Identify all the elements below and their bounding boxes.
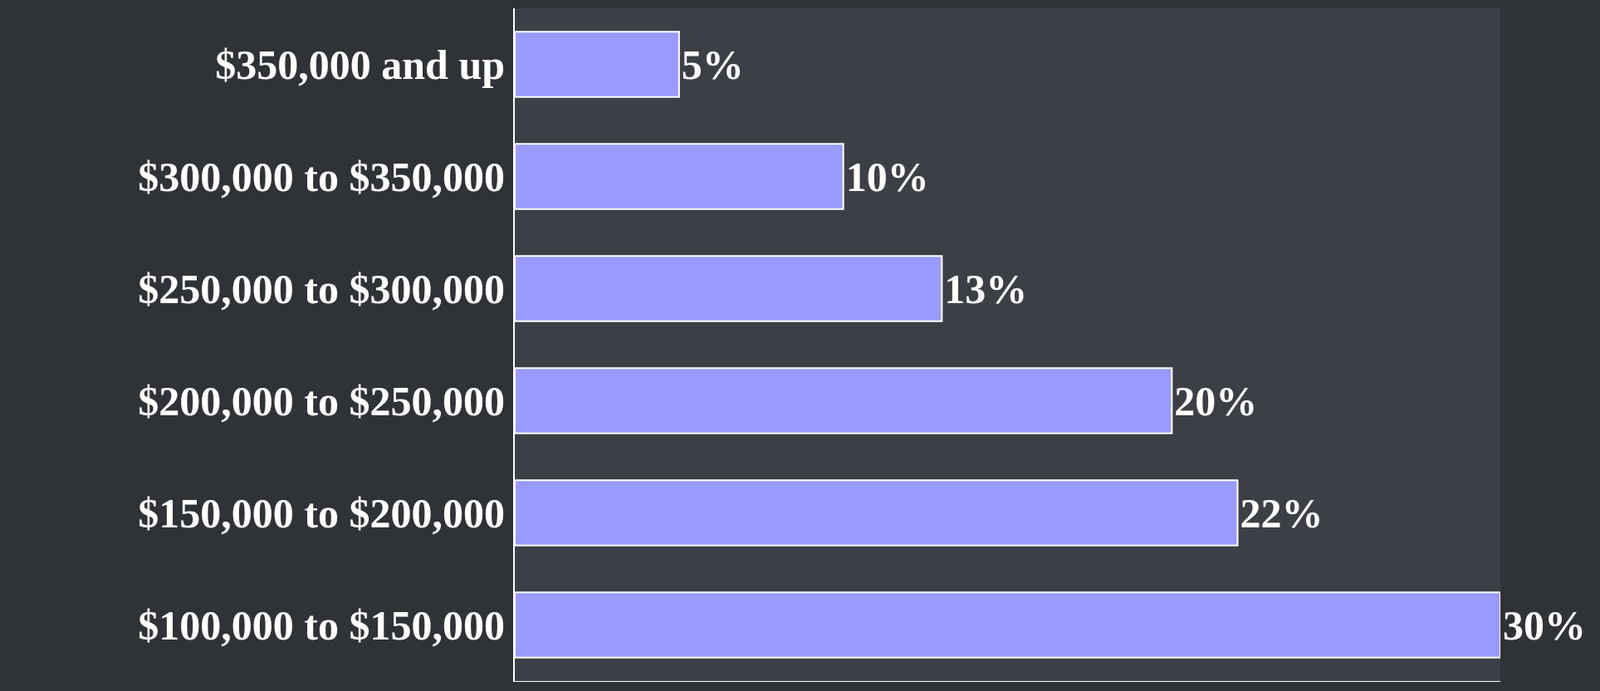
svg-text:10%: 10% xyxy=(846,153,930,201)
svg-text:30%: 30% xyxy=(1502,601,1586,649)
svg-text:$200,000 to $250,000: $200,000 to $250,000 xyxy=(137,377,505,425)
svg-text:$300,000 to $350,000: $300,000 to $350,000 xyxy=(137,153,505,201)
svg-text:20%: 20% xyxy=(1174,377,1258,425)
svg-text:$350,000 and up: $350,000 and up xyxy=(215,41,505,89)
svg-text:5%: 5% xyxy=(681,41,744,89)
svg-text:13%: 13% xyxy=(944,265,1028,313)
svg-text:$100,000 to $150,000: $100,000 to $150,000 xyxy=(137,601,505,649)
svg-text:$150,000 to $200,000: $150,000 to $200,000 xyxy=(137,489,505,537)
svg-text:$250,000 to $300,000: $250,000 to $300,000 xyxy=(137,265,505,313)
svg-text:22%: 22% xyxy=(1239,489,1323,537)
